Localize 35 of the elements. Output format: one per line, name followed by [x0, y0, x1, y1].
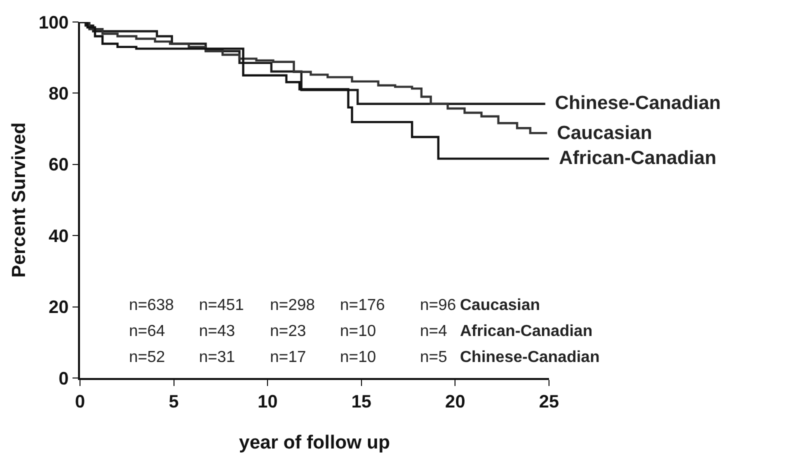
- y-tick-label: 40: [48, 226, 69, 246]
- x-tick-label: 25: [538, 391, 560, 412]
- x-tick-label: 15: [351, 391, 372, 412]
- x-tick-label: 10: [258, 391, 278, 412]
- annotation: n=176: [340, 297, 386, 314]
- annotation: n=5: [420, 349, 448, 366]
- annotation: n=638: [129, 297, 174, 314]
- annotation: n=43: [199, 323, 236, 340]
- x-tick-label: 5: [168, 391, 179, 412]
- annotation: n=10: [340, 323, 376, 340]
- y-tick-label: 100: [38, 12, 69, 32]
- annotation: n=4: [420, 323, 448, 340]
- annotation: n=52: [129, 349, 166, 366]
- x-tick-label: 0: [74, 391, 86, 412]
- annotation: n=23: [270, 323, 306, 340]
- annotation: n=298: [270, 297, 316, 314]
- x-tick-label: 20: [445, 391, 466, 412]
- annotation: n=64: [129, 323, 166, 340]
- annotation: n=10: [340, 349, 376, 366]
- annotation: n=17: [270, 349, 306, 366]
- y-tick-label: 0: [58, 368, 69, 388]
- series-label: Caucasian: [557, 123, 652, 144]
- y-axis-title: Percent Survived: [8, 122, 30, 278]
- annotation: n=96: [420, 297, 456, 314]
- x-axis-title: year of follow up: [239, 432, 390, 454]
- y-tick-label: 60: [48, 154, 69, 175]
- annotation: African-Canadian: [460, 323, 592, 340]
- series-label: African-Canadian: [559, 148, 716, 169]
- annotation: n=451: [199, 297, 244, 314]
- y-tick-label: 20: [48, 297, 69, 318]
- annotation: n=31: [199, 349, 236, 366]
- y-tick-label: 80: [48, 84, 69, 104]
- annotation: Chinese-Canadian: [460, 349, 600, 366]
- series-label: Chinese-Canadian: [555, 93, 721, 114]
- annotation: Caucasian: [460, 297, 540, 314]
